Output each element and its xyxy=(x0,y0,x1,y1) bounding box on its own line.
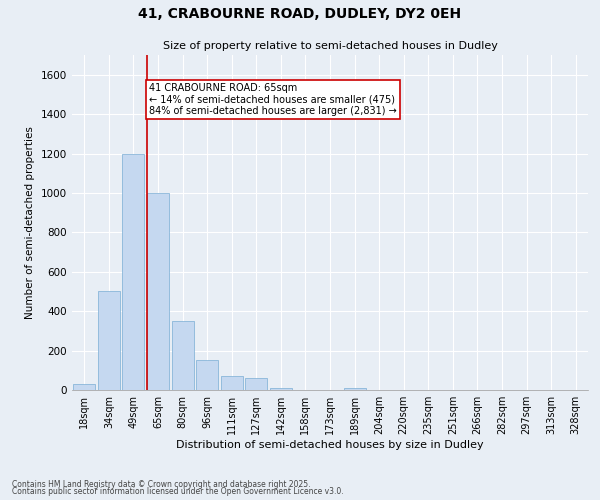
Bar xyxy=(122,154,145,390)
Bar xyxy=(172,321,194,390)
Bar xyxy=(147,193,169,390)
Text: Contains public sector information licensed under the Open Government Licence v3: Contains public sector information licen… xyxy=(12,487,344,496)
Text: 41, CRABOURNE ROAD, DUDLEY, DY2 0EH: 41, CRABOURNE ROAD, DUDLEY, DY2 0EH xyxy=(139,8,461,22)
Title: Size of property relative to semi-detached houses in Dudley: Size of property relative to semi-detach… xyxy=(163,42,497,51)
Bar xyxy=(270,388,292,390)
Bar xyxy=(221,376,243,390)
Bar xyxy=(73,384,95,390)
Bar xyxy=(98,292,120,390)
Bar xyxy=(344,388,365,390)
Bar xyxy=(196,360,218,390)
Y-axis label: Number of semi-detached properties: Number of semi-detached properties xyxy=(25,126,35,319)
Text: Contains HM Land Registry data © Crown copyright and database right 2025.: Contains HM Land Registry data © Crown c… xyxy=(12,480,311,489)
X-axis label: Distribution of semi-detached houses by size in Dudley: Distribution of semi-detached houses by … xyxy=(176,440,484,450)
Text: 41 CRABOURNE ROAD: 65sqm
← 14% of semi-detached houses are smaller (475)
84% of : 41 CRABOURNE ROAD: 65sqm ← 14% of semi-d… xyxy=(149,82,397,116)
Bar xyxy=(245,378,268,390)
